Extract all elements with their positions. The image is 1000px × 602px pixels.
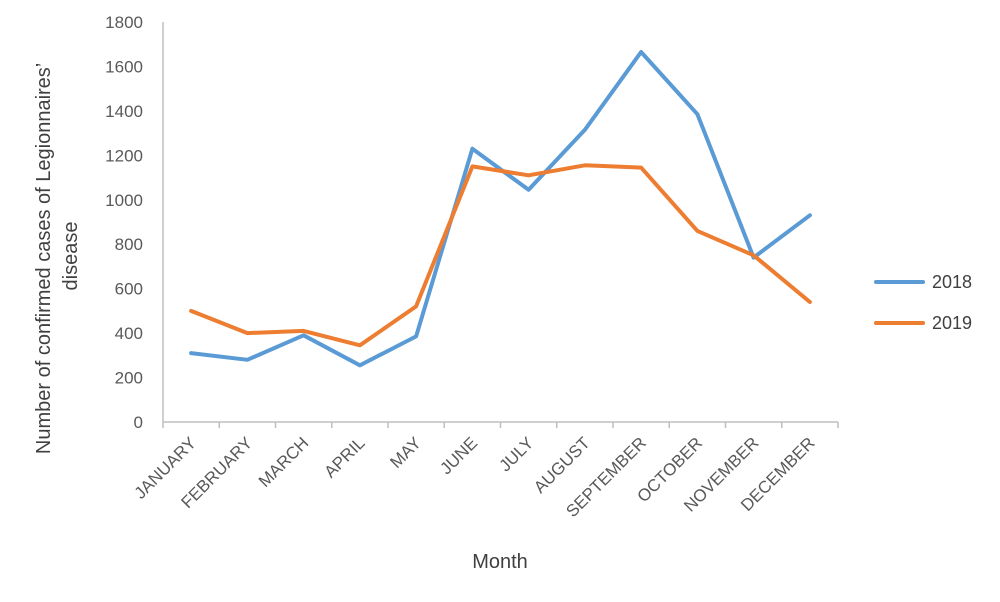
- series-line-2019: [189, 163, 812, 348]
- y-axis-title-line-1: Number of confirmed cases of Legionnaire…: [33, 63, 55, 454]
- series-lines: [189, 50, 812, 368]
- y-tick-label: 1600: [105, 57, 143, 76]
- x-tick-label: JUNE: [436, 433, 481, 478]
- y-tick-label: 400: [115, 324, 143, 343]
- y-tick-label: 1200: [105, 146, 143, 165]
- series-line-2018: [189, 50, 812, 368]
- legend-label: 2018: [932, 272, 972, 292]
- y-tick-label: 200: [115, 369, 143, 388]
- x-tick-label: MARCH: [255, 433, 313, 491]
- legend-label: 2019: [932, 313, 972, 333]
- y-tick-label: 800: [115, 235, 143, 254]
- y-tick-label: 1800: [105, 13, 143, 32]
- y-axis-title-line-2: disease: [60, 222, 82, 291]
- x-tick-label: JULY: [496, 433, 538, 475]
- axes: [162, 22, 838, 423]
- y-tick-labels: 0 200 400 600 800 1000 1200 1400 1600 1800: [105, 13, 143, 432]
- y-tick-label: 600: [115, 280, 143, 299]
- y-tick-label: 1400: [105, 102, 143, 121]
- x-tick-label: APRIL: [321, 433, 369, 481]
- y-axis-title: Number of confirmed cases of Legionnaire…: [33, 58, 82, 454]
- y-tick-label: 1000: [105, 191, 143, 210]
- y-tick-label: 0: [134, 413, 143, 432]
- legend: 2018 2019: [874, 272, 972, 333]
- x-axis-title: Month: [472, 551, 528, 573]
- x-tick-label: MAY: [386, 433, 425, 472]
